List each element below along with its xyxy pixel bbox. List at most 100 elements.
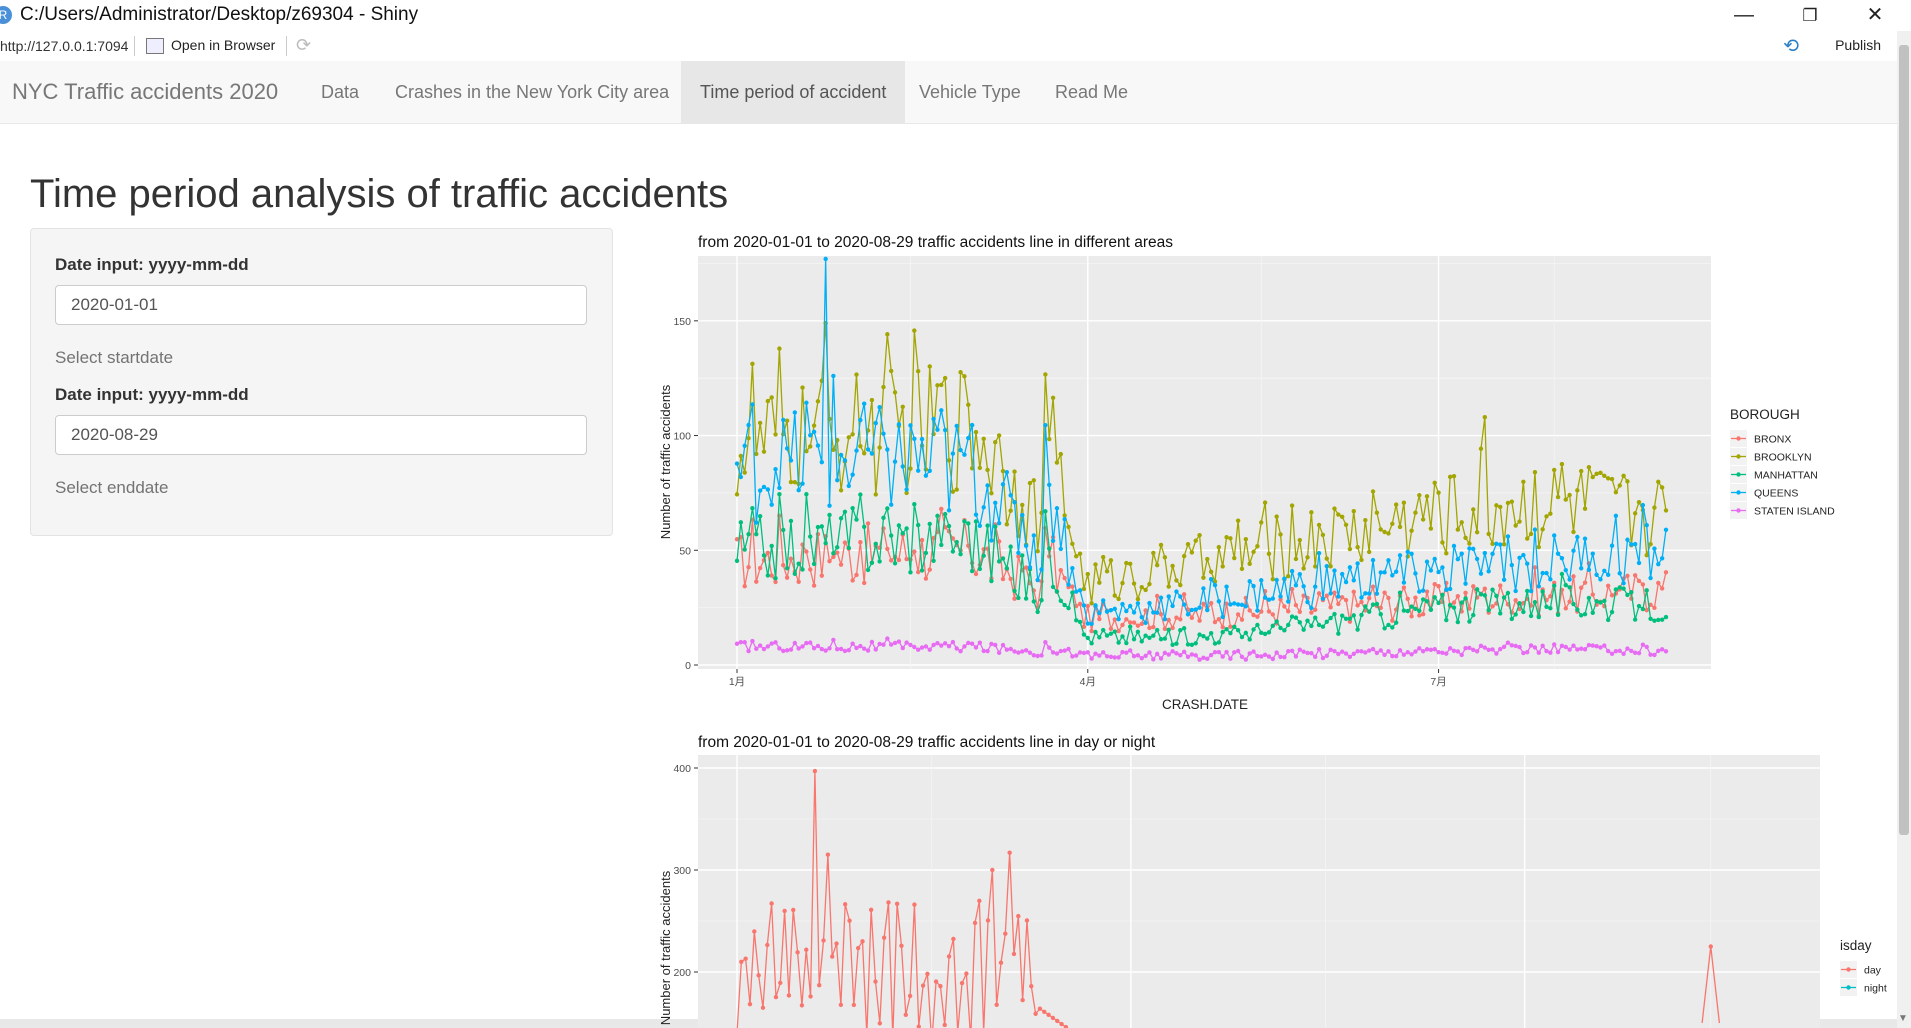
chart1-point (784, 565, 790, 571)
chart1-point (850, 432, 855, 437)
chart1-point (1235, 602, 1241, 607)
chart1-point (865, 567, 871, 573)
chart1-point (865, 447, 871, 452)
chart1-point (1008, 646, 1013, 652)
chart1-point (1020, 553, 1025, 558)
chart1-point (1043, 422, 1048, 428)
chart1-point (1282, 655, 1287, 660)
chart1-point (1494, 651, 1499, 656)
start-date-input[interactable]: 2020-01-01 (55, 285, 587, 325)
chart1-point (1120, 601, 1125, 607)
refresh-icon[interactable]: ⟳ (296, 35, 312, 55)
chart1-point (989, 491, 994, 496)
chart1-point (1139, 584, 1144, 590)
chart1-x-tick-label: 1月 (729, 676, 745, 688)
chart1-point (1571, 643, 1576, 648)
open-browser-icon[interactable] (146, 38, 164, 54)
chart1-point (1636, 603, 1642, 609)
chart1-point (1567, 577, 1572, 582)
chart1-point (896, 557, 902, 563)
chart1-point (804, 492, 809, 497)
chart1-y-label: Number of traffic accidents (658, 384, 673, 539)
tab-time-period[interactable]: Time period of accident (681, 61, 906, 123)
chart1-point (1031, 653, 1037, 658)
chart1-point (1016, 550, 1021, 556)
chart1-point (1370, 557, 1376, 563)
chart1-point (939, 408, 944, 413)
chart1-point (1625, 537, 1630, 542)
chart1-point (1239, 654, 1245, 659)
chart1-point (888, 533, 894, 538)
chart1-point (1521, 609, 1526, 615)
chart2-point (946, 954, 952, 959)
chart1-point (1220, 654, 1225, 659)
chart1-point (885, 546, 890, 552)
tab-vehicle-type[interactable]: Vehicle Type (919, 82, 1021, 102)
chart1-point (969, 466, 975, 471)
chart1-point (1081, 586, 1087, 592)
chart1-point (1293, 654, 1299, 659)
chart1-point (1540, 570, 1545, 576)
chart1-point (1347, 565, 1353, 570)
chart1-point (831, 554, 836, 560)
chart1-point (1636, 650, 1642, 656)
scrollbar-thumb[interactable] (1899, 45, 1909, 835)
publish-button[interactable]: Publish (1835, 37, 1881, 53)
tab-data[interactable]: Data (321, 82, 360, 102)
scroll-down-icon[interactable]: ▼ (1898, 1013, 1908, 1024)
chart1-point (1278, 532, 1283, 537)
chart1-point (1586, 642, 1592, 648)
chart1-point (846, 647, 851, 653)
chart1-point (1023, 648, 1029, 653)
chart1-point (1486, 569, 1491, 574)
chart1-point (835, 545, 840, 550)
chart1-point (1447, 646, 1453, 651)
chart1-point (1289, 648, 1295, 653)
chart1-point (1066, 646, 1071, 652)
chart1-point (1575, 534, 1580, 540)
chart1-point (1162, 555, 1168, 560)
chart1-point (1293, 556, 1299, 562)
chart1-point (1656, 648, 1661, 653)
chart1-point (1224, 584, 1229, 589)
chart1-point (904, 490, 909, 496)
chart1-point (1259, 609, 1264, 614)
chart1-point (1563, 582, 1568, 588)
chart1-point (993, 524, 998, 529)
chart1-point (1154, 593, 1160, 599)
vertical-scrollbar[interactable]: ▼ (1897, 31, 1911, 1028)
chart1-point (1390, 573, 1395, 578)
chart1-point (1070, 590, 1075, 595)
chart1-point (1467, 541, 1472, 546)
url-text[interactable]: http://127.0.0.1:7094 (0, 38, 129, 54)
chart1-point (1016, 554, 1021, 559)
chart1-point (1324, 619, 1329, 625)
chart1-point (1413, 606, 1418, 612)
restore-icon[interactable]: ❐ (1802, 6, 1818, 25)
chart1-point (1147, 600, 1152, 606)
tab-crashes-nyc-area[interactable]: Crashes in the New York City area (395, 82, 670, 102)
chart1-point (1212, 649, 1218, 655)
chart2-point (786, 993, 792, 998)
chart1-point (1571, 529, 1576, 535)
minimize-icon[interactable]: — (1734, 4, 1754, 26)
chart1-point (904, 640, 909, 645)
close-icon[interactable]: ✕ (1866, 4, 1884, 26)
open-in-browser-button[interactable]: Open in Browser (171, 37, 276, 53)
chart2-point (912, 902, 917, 907)
tab-read-me[interactable]: Read Me (1055, 82, 1129, 102)
chart1-point (1259, 520, 1264, 525)
chart1-point (1659, 586, 1665, 591)
chart1-point (1112, 655, 1117, 660)
chart1-point (750, 506, 755, 511)
chart1-point (1185, 654, 1191, 660)
chart1-point (1112, 629, 1117, 634)
end-date-input[interactable]: 2020-08-29 (55, 415, 587, 455)
chart1-point (1116, 616, 1121, 622)
publish-icon[interactable]: ⟲ (1783, 36, 1799, 57)
chart1-point (757, 420, 763, 426)
chart1-point (1393, 653, 1399, 659)
chart1-point (1582, 647, 1588, 652)
navbar-brand[interactable]: NYC Traffic accidents 2020 (12, 79, 279, 104)
chart1-point (1162, 636, 1168, 641)
